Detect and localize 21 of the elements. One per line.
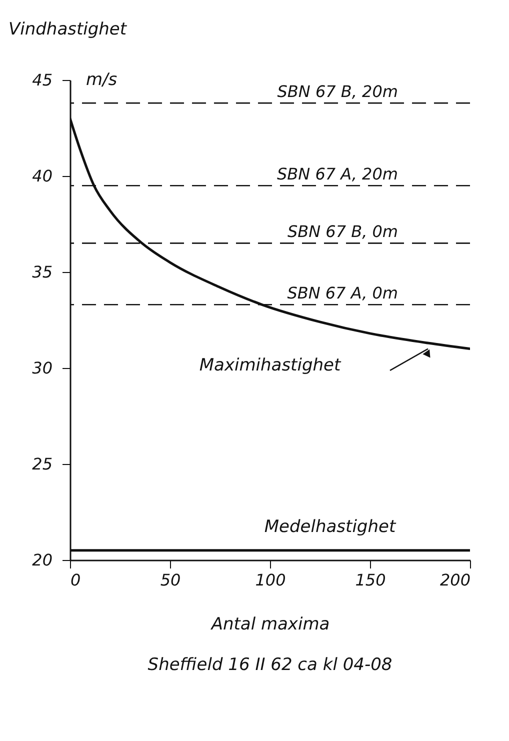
- ref-line-label: SBN 67 A, 20m: [277, 164, 398, 184]
- x-tick-label: 100: [255, 570, 286, 590]
- y-tick-label: 45: [32, 70, 52, 90]
- ref-line-label: SBN 67 B, 20m: [277, 82, 398, 102]
- y-tick-label: 40: [32, 166, 52, 186]
- y-axis-title: Vindhastighet: [8, 20, 128, 40]
- annotation: m/s: [86, 70, 118, 90]
- x-axis-title: Antal maxima: [210, 614, 330, 634]
- ref-line-label: SBN 67 A, 0m: [287, 284, 398, 303]
- x-tick-label: 0: [70, 570, 81, 590]
- ref-line-label: SBN 67 B, 0m: [287, 222, 398, 242]
- y-tick-label: 30: [32, 358, 52, 378]
- y-tick-label: 20: [32, 550, 52, 570]
- x-tick-label: 200: [440, 570, 470, 590]
- y-tick-label: 25: [32, 454, 52, 474]
- series-label: Maximihastighet: [199, 356, 342, 376]
- x-tick-label: 150: [355, 570, 386, 590]
- x-tick-label: 50: [160, 570, 181, 590]
- text: Sheffield 16 II 62 ca kl 04-08: [148, 655, 392, 675]
- y-tick-label: 35: [32, 262, 52, 282]
- series-label: Medelhastighet: [264, 517, 397, 537]
